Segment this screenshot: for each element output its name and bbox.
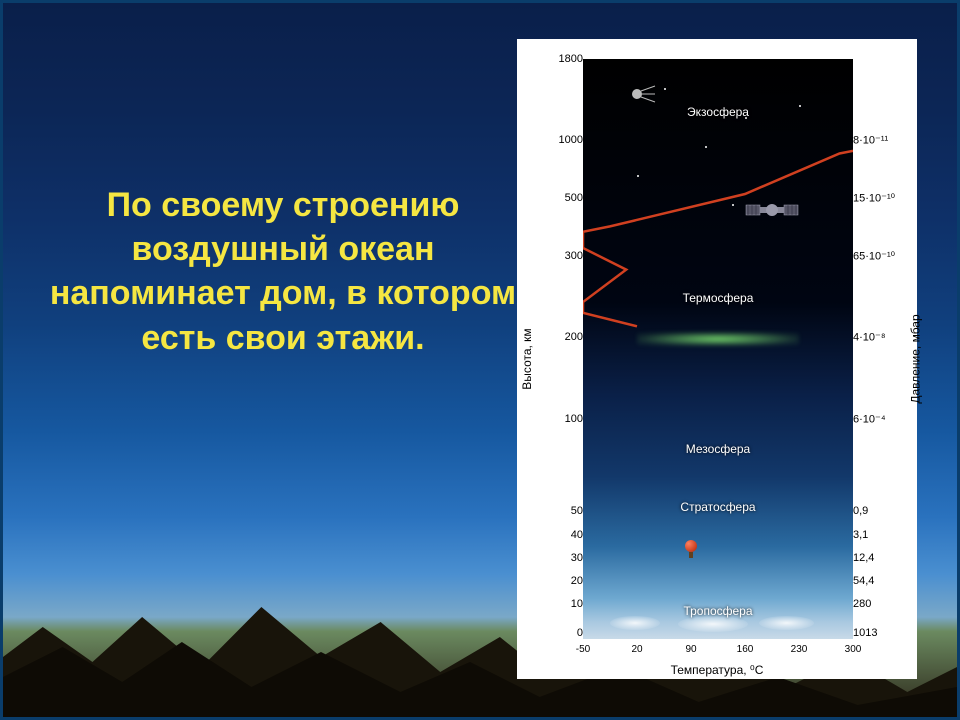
r-tick: 1013 xyxy=(853,627,877,639)
y-tick: 100 xyxy=(549,413,583,425)
y-tick: 300 xyxy=(549,250,583,262)
y-tick: 1800 xyxy=(549,53,583,65)
y-tick: 200 xyxy=(549,331,583,343)
x-tick: -50 xyxy=(576,644,590,655)
x-tick: 20 xyxy=(631,644,642,655)
atmosphere-chart: Экзосфера Термосфера Мезосфера Стратосфера Т… xyxy=(517,39,917,679)
y-tick: 40 xyxy=(549,529,583,541)
r-tick: 6·10⁻⁴ xyxy=(853,412,886,425)
sputnik-icon xyxy=(627,84,657,104)
temperature-curve xyxy=(583,59,853,329)
layer-label: Экзосфера xyxy=(687,105,749,119)
aurora-glow xyxy=(637,332,799,346)
x-tick: 160 xyxy=(737,644,754,655)
r-tick: 65·10⁻¹⁰ xyxy=(853,250,895,263)
right-axis-label: Давление, мбар xyxy=(908,314,922,403)
clouds xyxy=(583,616,853,634)
y-tick: 20 xyxy=(549,575,583,587)
y-tick: 30 xyxy=(549,552,583,564)
layer-label: Мезосфера xyxy=(686,442,750,456)
r-tick: 280 xyxy=(853,598,871,610)
right-axis: 8·10⁻¹¹ 15·10⁻¹⁰ 65·10⁻¹⁰ 4·10⁻⁸ 6·10⁻⁴ 0,9 3,… xyxy=(853,59,909,639)
x-axis-label: Температура, ⁰С xyxy=(671,663,764,677)
balloon-icon xyxy=(685,540,697,552)
r-tick: 54,4 xyxy=(853,575,874,587)
main-text: По своему строению воздушный океан напом… xyxy=(43,183,523,360)
y-axis-label: Высота, км xyxy=(520,328,534,389)
chart-plot-area: Экзосфера Термосфера Мезосфера Стратосфера Т… xyxy=(583,59,853,639)
y-axis: 1800100050030020010050403020100 xyxy=(555,59,583,639)
y-tick: 50 xyxy=(549,505,583,517)
r-tick: 4·10⁻⁸ xyxy=(853,331,885,344)
layer-label: Стратосфера xyxy=(680,500,755,514)
r-tick: 12,4 xyxy=(853,552,874,564)
y-tick: 1000 xyxy=(549,134,583,146)
x-tick: 230 xyxy=(791,644,808,655)
space-station-icon xyxy=(744,195,800,225)
y-tick: 0 xyxy=(549,627,583,639)
x-tick: 90 xyxy=(685,644,696,655)
y-tick: 10 xyxy=(549,598,583,610)
layer-label: Тропосфера xyxy=(683,604,752,618)
r-tick: 8·10⁻¹¹ xyxy=(853,134,888,147)
r-tick: 15·10⁻¹⁰ xyxy=(853,192,895,205)
layer-label: Термосфера xyxy=(683,291,754,305)
r-tick: 0,9 xyxy=(853,505,868,517)
x-tick: 300 xyxy=(845,644,862,655)
r-tick: 3,1 xyxy=(853,529,868,541)
y-tick: 500 xyxy=(549,192,583,204)
slide-container: По своему строению воздушный океан напом… xyxy=(0,0,960,720)
